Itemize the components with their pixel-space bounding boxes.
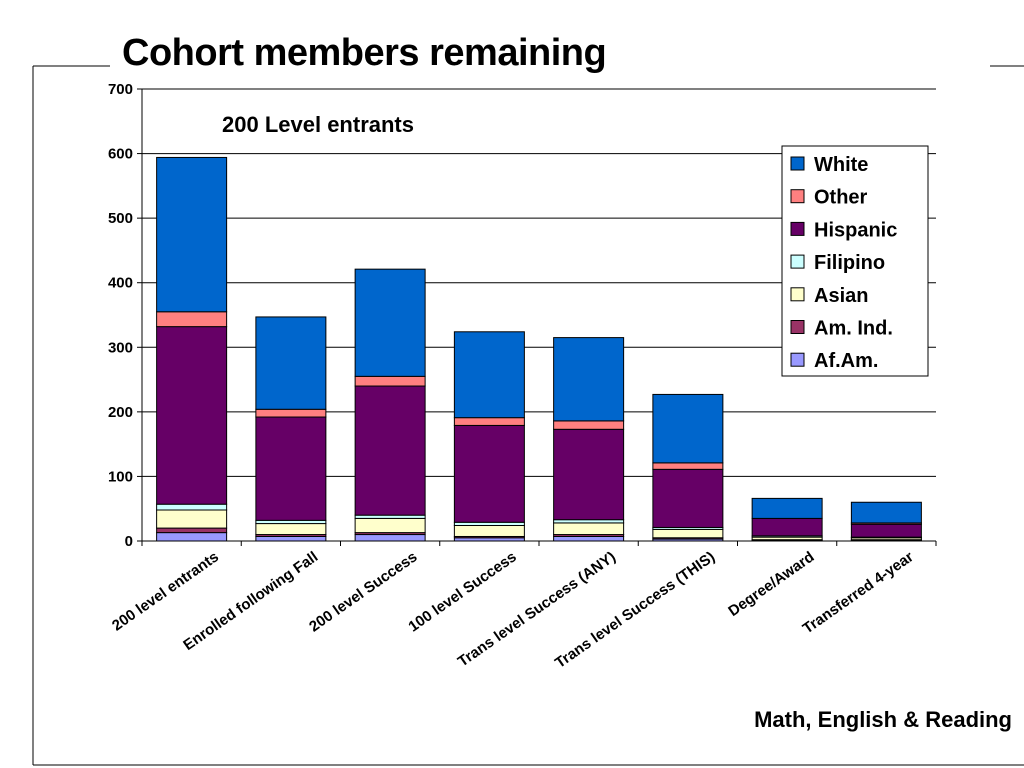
bar-segment-white	[453, 331, 525, 419]
bar-segment-asian	[553, 522, 625, 536]
bar-segment-other	[553, 420, 625, 430]
bar-segment-hispanic	[255, 416, 327, 521]
bar-segment-hispanic	[850, 523, 922, 538]
legend-label: Af.Am.	[814, 350, 878, 372]
bar-segment-white	[255, 316, 327, 410]
legend-box	[781, 145, 929, 377]
bar-segment-hispanic	[751, 517, 823, 537]
y-tick-label: 700	[108, 81, 133, 98]
legend-label: Am. Ind.	[814, 318, 893, 340]
y-tick-label: 0	[125, 533, 133, 550]
legend-swatch	[790, 156, 805, 171]
y-tick-label: 100	[108, 468, 133, 485]
legend-swatch	[790, 352, 805, 367]
legend-swatch	[790, 287, 805, 302]
y-tick-label: 200	[108, 404, 133, 421]
bar-segment-other	[652, 462, 724, 470]
y-tick-label: 300	[108, 339, 133, 356]
legend-swatch	[790, 254, 805, 269]
legend: White Other Hispanic Filipino Asian Am. Ind. A…	[781, 145, 929, 377]
bar-segment-hispanic	[453, 424, 525, 523]
bar-segment-white	[850, 501, 922, 524]
bar-segment-hispanic	[354, 385, 426, 516]
bar-segment-af-am	[553, 535, 625, 542]
bar-segment-white	[354, 268, 426, 377]
y-tick-label: 400	[108, 275, 133, 292]
bar-segment-af-am	[255, 535, 327, 542]
y-tick-label: 500	[108, 210, 133, 227]
bar-segment-other	[453, 417, 525, 426]
bar-segment-white	[751, 497, 823, 519]
chart-title: 200 Level entrants	[222, 112, 414, 137]
bar-segment-asian	[255, 523, 327, 536]
y-axis: 0 100 200 300 400 500 600 700	[108, 81, 143, 550]
bar-segment-af-am	[354, 534, 426, 542]
bar-segment-hispanic	[156, 326, 228, 505]
bar-segment-hispanic	[652, 468, 724, 528]
bar-segment-asian	[354, 517, 426, 534]
bar-segment-white	[156, 156, 228, 313]
x-category-label: Transferred 4-year	[800, 548, 917, 637]
bar-segment-white	[553, 337, 625, 422]
slide-frame	[32, 65, 1024, 766]
legend-label: Asian	[814, 285, 868, 307]
bar-segment-other	[156, 311, 228, 328]
x-category-label: Trans level Success (ANY)	[455, 548, 619, 670]
legend-swatch	[790, 189, 805, 204]
bar-segment-filipino	[156, 503, 228, 511]
bar-segment-white	[652, 393, 724, 464]
legend-swatch	[790, 320, 805, 334]
bar-segment-asian	[453, 525, 525, 537]
bar-segment-asian	[652, 528, 724, 539]
slide-title: Cohort members remaining	[122, 32, 607, 74]
bar-segment-hispanic	[553, 428, 625, 521]
bar-segment-asian	[156, 509, 228, 529]
x-category-label: Degree/Award	[725, 548, 817, 620]
bar-segment-af-am	[156, 532, 228, 542]
footnote: Math, English & Reading	[754, 707, 1012, 732]
bars	[156, 156, 922, 542]
x-category-label: 200 level entrants	[109, 548, 222, 634]
legend-label: White	[814, 154, 868, 176]
bar-segment-other	[255, 408, 327, 418]
x-category-label: 200 level Success	[306, 548, 420, 635]
bar-segment-am-ind	[156, 527, 228, 534]
y-tick-label: 600	[108, 146, 133, 163]
legend-label: Filipino	[814, 252, 885, 274]
x-category-label: Trans level Success (THIS)	[552, 548, 718, 671]
legend-swatch	[790, 221, 805, 236]
legend-label: Other	[814, 187, 868, 209]
legend-label: Hispanic	[814, 219, 897, 241]
bar-segment-other	[354, 375, 426, 387]
